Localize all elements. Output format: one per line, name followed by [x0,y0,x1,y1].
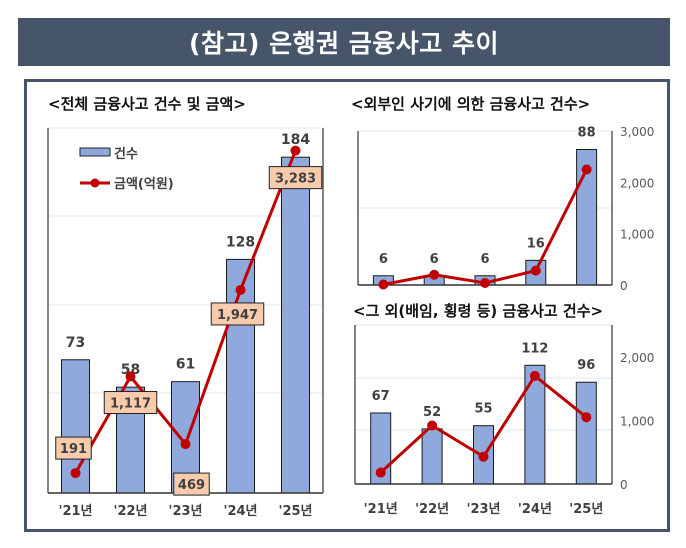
bar-2-4 [575,381,597,485]
bar-label: 6 [379,252,388,267]
bar-label: 184 [281,132,310,148]
amount-point [70,468,81,479]
x-tick-label: '24년 [223,504,257,519]
amount-label: 191 [60,442,87,457]
x-tick-label: '23년 [466,502,500,517]
amount-point [581,164,592,175]
amount-label-box [210,302,265,326]
bar-2-1 [421,428,443,485]
x-tick-label: '21년 [58,504,92,519]
amount-point [290,145,301,156]
bar-label: 16 [527,236,545,251]
bar-label: 55 [474,402,492,417]
bar-label: 61 [176,357,195,373]
amount-point [375,467,386,478]
amount-point [180,439,191,450]
bar-0-4 [281,156,310,494]
y2-tick-label: 2,000 [620,351,654,365]
x-tick-label: '21년 [364,502,398,517]
bar-label: 96 [577,358,595,373]
page-title: (참고) 은행권 금융사고 추이 [18,18,670,66]
legend-label-amount: 금액(억원) [114,177,174,192]
x-tick-label: '22년 [113,504,147,519]
y2-tick-label: 0 [620,478,628,492]
amount-label: 1,117 [110,397,151,412]
x-tick-label: '25년 [278,504,312,519]
x-tick-label: '23년 [168,504,202,519]
amount-point [581,412,592,423]
amount-line-1 [383,168,588,286]
legend-label-count: 건수 [114,146,138,162]
bar-label: 88 [578,125,596,140]
bar-label: 6 [480,252,489,267]
amount-point [378,279,389,290]
x-tick-label: '24년 [518,502,552,517]
y2-tick-label: 1,000 [620,228,654,242]
bar-label: 52 [423,405,441,420]
amount-point [480,277,490,288]
legend-line-marker [90,178,100,188]
amount-label: 1,947 [217,308,258,323]
amount-point [427,420,438,431]
amount-point [125,371,136,382]
legend-bar-swatch [79,147,111,157]
amount-point [235,284,246,295]
amount-point [529,370,540,381]
amount-point [530,265,541,276]
chart-title-other: <그 외(배임, 횡령 등) 금융사고 건수> [353,302,604,320]
bar-label: 6 [430,252,439,267]
y2-tick-label: 0 [620,279,628,293]
amount-label-box [173,472,210,496]
amount-label-box [103,391,158,415]
chart-title-total: <전체 금융사고 건수 및 금액> [48,95,246,113]
bar-label: 58 [121,362,140,378]
bar-label: 67 [372,389,390,404]
bar-label: 112 [521,341,548,356]
bar-label: 128 [226,234,255,250]
y2-tick-label: 2,000 [620,176,654,190]
chart-title-external-fraud: <외부인 사기에 의한 금융사고 건수> [351,95,591,113]
bar-label: 73 [66,335,85,351]
amount-label-box [268,166,323,190]
x-tick-label: '25년 [569,502,603,517]
y2-tick-label: 3,000 [620,125,654,139]
amount-point [478,451,489,462]
amount-point [429,269,440,280]
amount-label: 469 [178,478,205,493]
y2-tick-label: 1,000 [620,414,654,428]
amount-label: 3,283 [275,172,316,187]
amount-label-box [55,436,92,460]
x-tick-label: '22년 [415,502,449,517]
bar-0-3 [226,258,255,494]
